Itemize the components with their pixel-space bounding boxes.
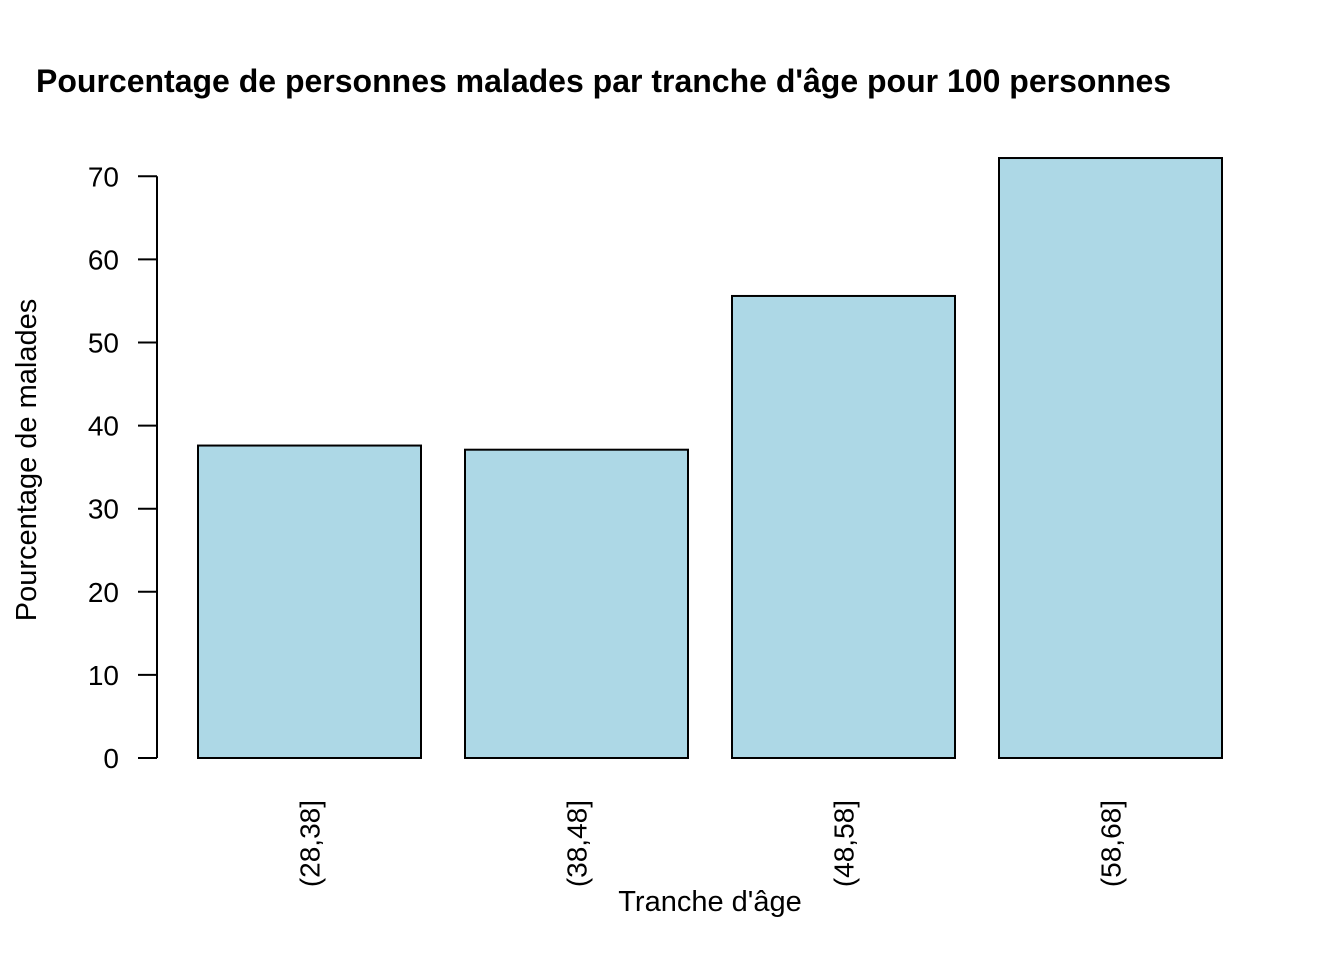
x-tick-label: (28,38]: [295, 800, 326, 887]
x-tick-labels: (28,38] (38,48] (48,58] (58,68]: [295, 800, 1127, 887]
x-axis-label: Tranche d'âge: [618, 886, 801, 918]
bar: [731, 294, 956, 759]
y-tick-label: 60: [88, 244, 119, 275]
y-tick-label: 10: [88, 660, 119, 691]
y-tick-label: 20: [88, 577, 119, 608]
y-tick-label: 70: [88, 161, 119, 192]
x-tick-label: (38,48]: [562, 800, 593, 887]
bars: [197, 157, 1223, 759]
x-tick-label: (48,58]: [829, 800, 860, 887]
y-tick-label: 0: [103, 743, 119, 774]
chart-title: Pourcentage de personnes malades par tra…: [36, 63, 1171, 99]
y-tick-label: 30: [88, 494, 119, 525]
y-axis: 0 10 20 30 40 50 60 70: [88, 161, 158, 774]
bar: [998, 157, 1223, 759]
bar: [197, 444, 422, 759]
bar: [464, 448, 689, 759]
y-tick-label: 50: [88, 328, 119, 359]
x-tick-label: (58,68]: [1096, 800, 1127, 887]
y-tick-label: 40: [88, 411, 119, 442]
y-axis-label: Pourcentage de malades: [11, 299, 43, 621]
